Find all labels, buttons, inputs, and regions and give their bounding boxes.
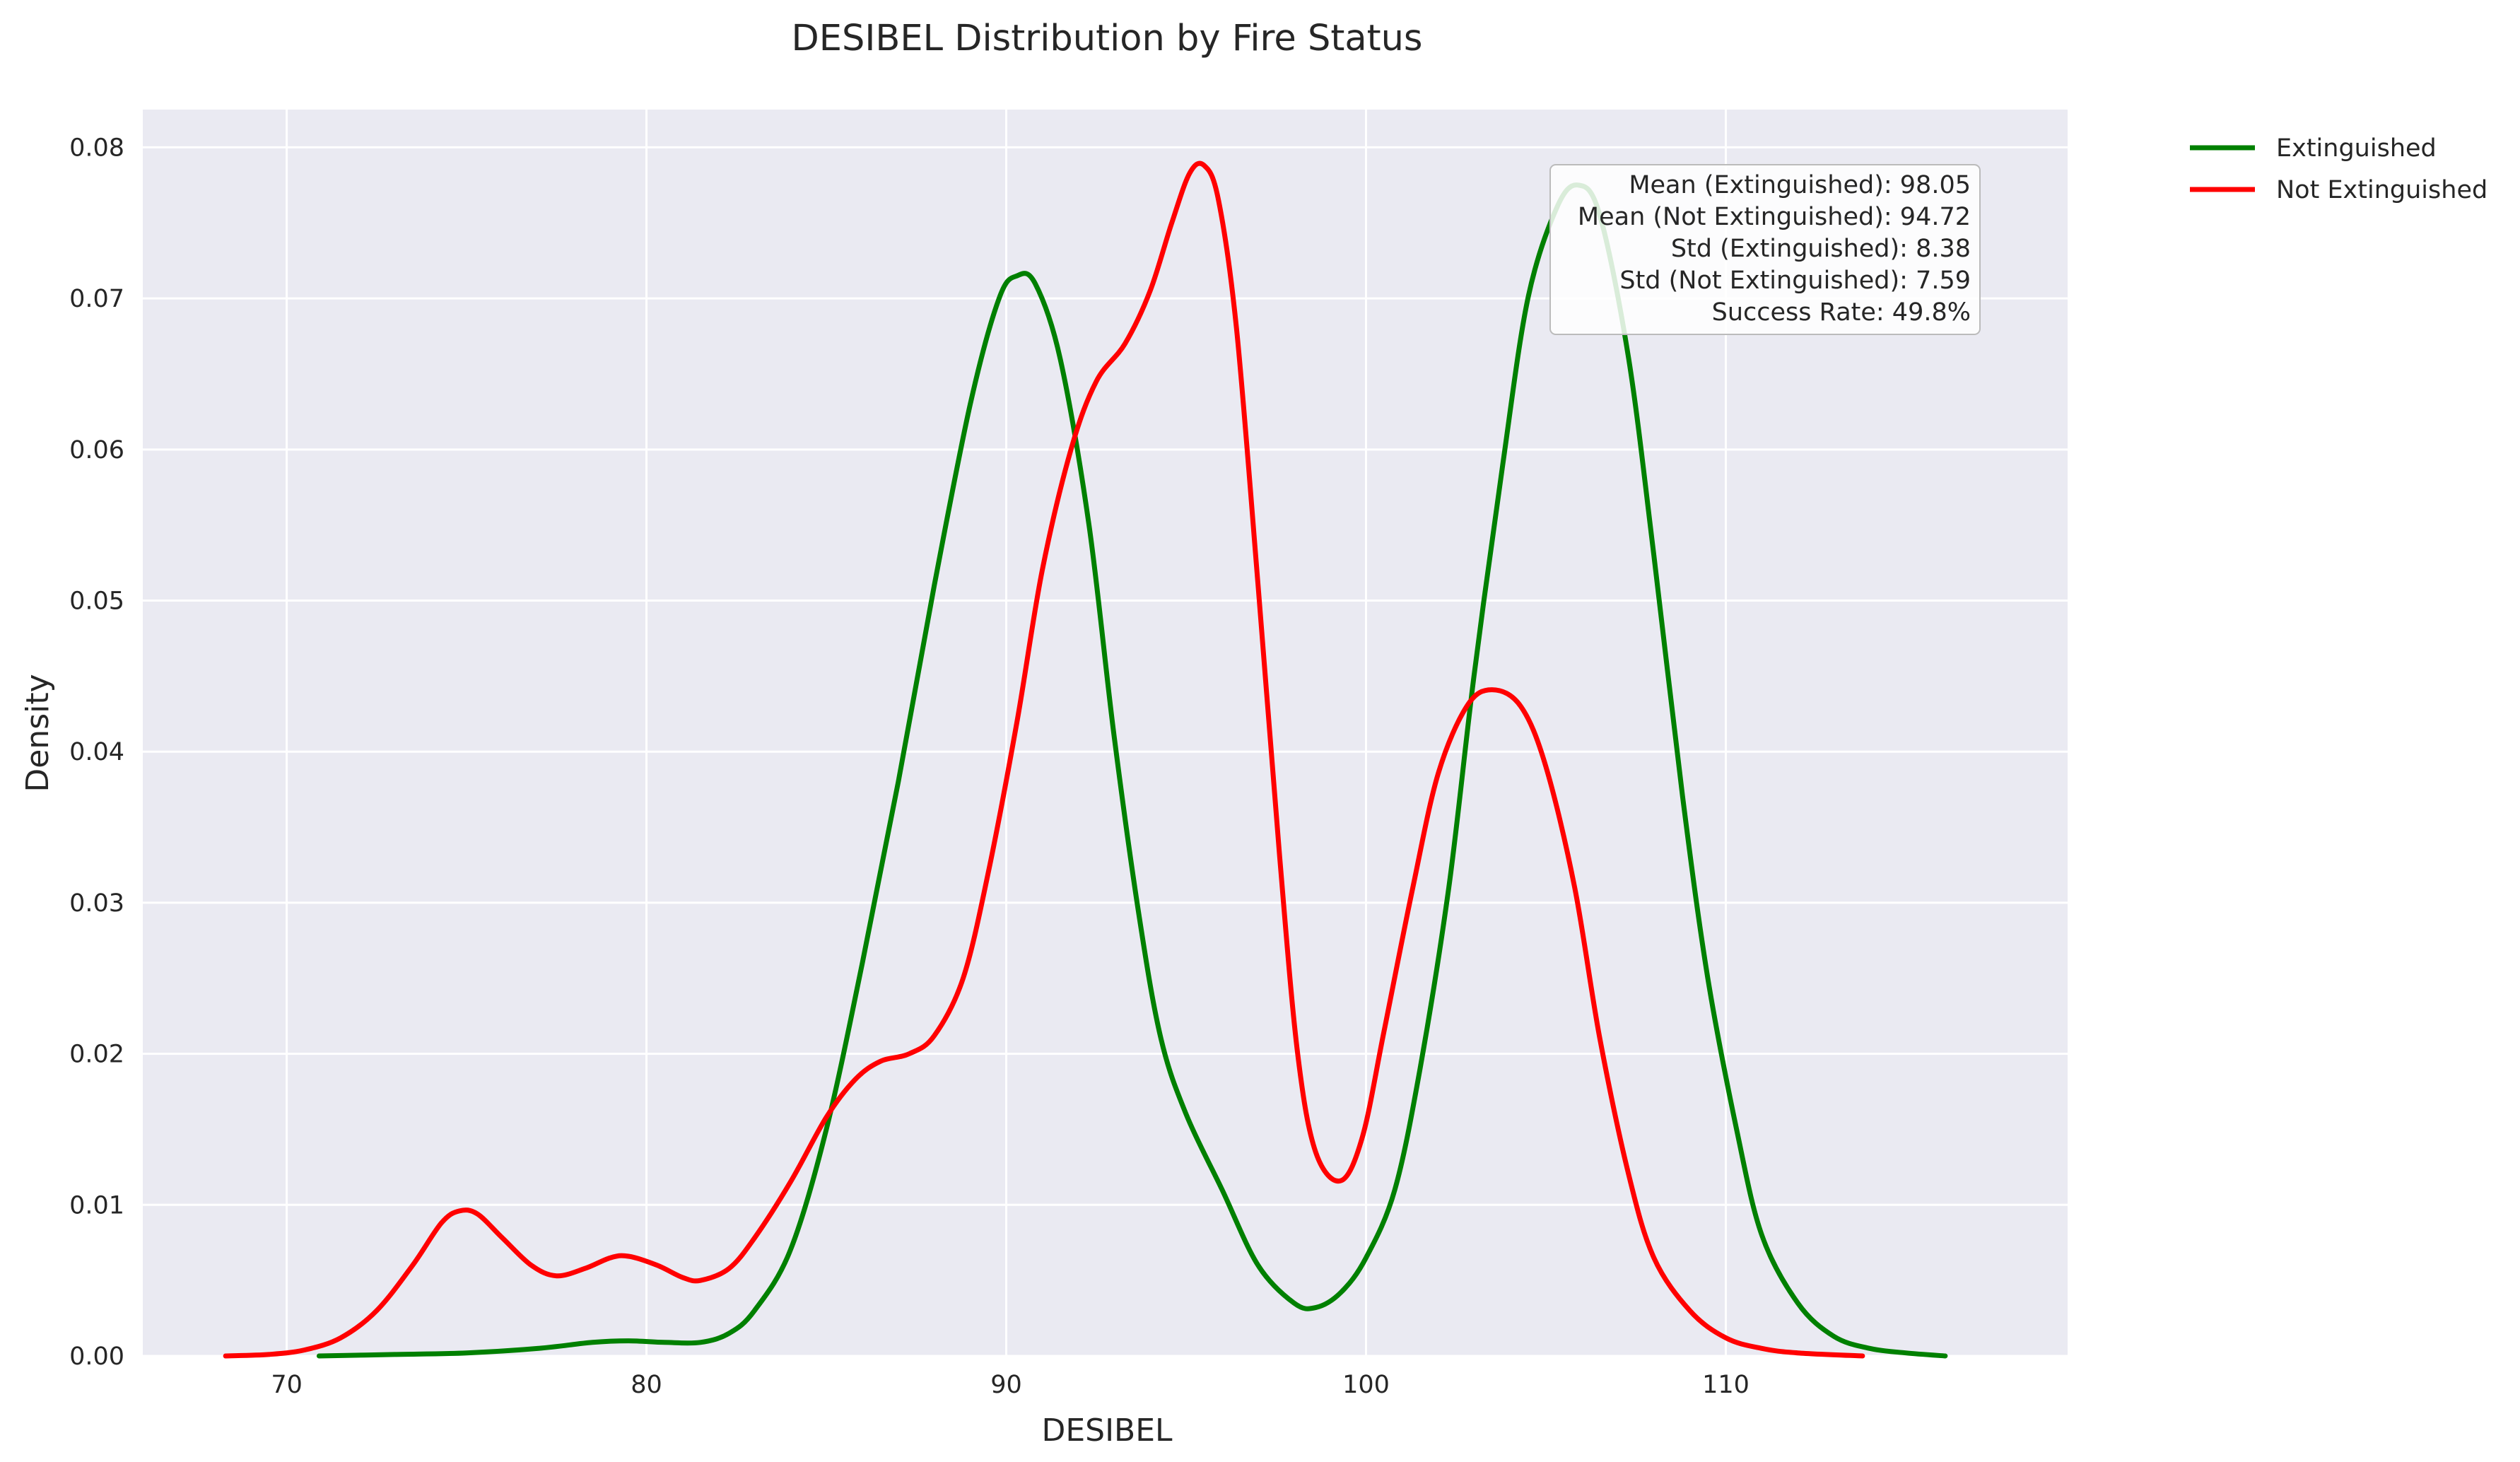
stats-line: Std (Not Extinguished): 7.59 [1619, 267, 1971, 295]
chart-title: DESIBEL Distribution by Fire Status [792, 18, 1423, 59]
legend-label: Not Extinguished [2276, 176, 2487, 204]
stats-line: Mean (Extinguished): 98.05 [1629, 171, 1971, 199]
y-tick-label: 0.03 [69, 889, 124, 918]
y-tick-label: 0.00 [69, 1343, 124, 1371]
legend: Extinguished Not Extinguished [2190, 134, 2487, 204]
x-tick-label: 100 [1342, 1371, 1390, 1399]
y-tick-label: 0.01 [69, 1191, 124, 1220]
x-axis-ticks: 70 80 90 100 110 [271, 1371, 1750, 1399]
stats-box-background [1549, 164, 1981, 335]
series-line-not-extinguished [223, 160, 1865, 1359]
y-tick-label: 0.06 [69, 436, 124, 464]
y-tick-label: 0.02 [69, 1041, 124, 1069]
grid-lines [143, 110, 2068, 1357]
x-axis-label: DESIBEL [1041, 1413, 1173, 1449]
stats-annotation-box: Mean (Extinguished): 98.05 Mean (Not Exti… [1549, 164, 1981, 335]
density-curves [223, 160, 1948, 1359]
y-tick-label: 0.08 [69, 134, 124, 162]
y-tick-label: 0.04 [69, 738, 124, 766]
x-tick-label: 70 [271, 1371, 303, 1399]
y-axis-label: Density [20, 674, 56, 792]
stats-line: Mean (Not Extinguished): 94.72 [1578, 203, 1971, 231]
x-tick-label: 110 [1702, 1371, 1750, 1399]
y-tick-label: 0.07 [69, 285, 124, 313]
stats-line: Success Rate: 49.8% [1712, 298, 1971, 327]
stats-line: Std (Extinguished): 8.38 [1671, 235, 1971, 263]
x-tick-label: 90 [990, 1371, 1022, 1399]
y-axis-ticks: 0.00 0.01 0.02 0.03 0.04 0.05 0.06 0.07 0.08 [69, 134, 124, 1371]
legend-label: Extinguished [2276, 134, 2437, 163]
x-tick-label: 80 [631, 1371, 662, 1399]
y-tick-label: 0.05 [69, 587, 124, 616]
series-line-extinguished [316, 182, 1948, 1359]
